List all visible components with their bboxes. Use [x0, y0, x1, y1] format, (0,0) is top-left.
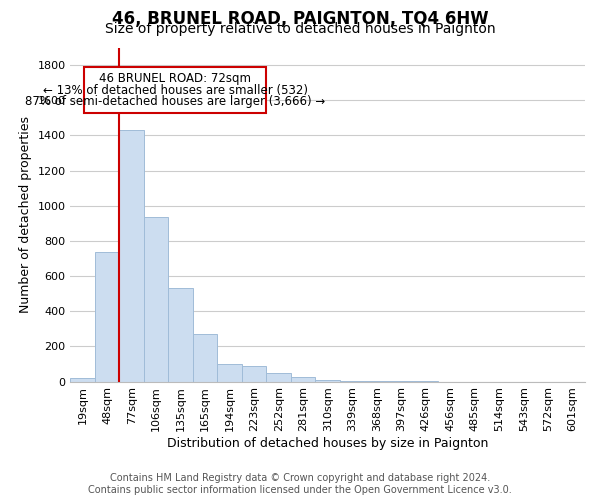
- Bar: [242, 366, 266, 382]
- Text: ← 13% of detached houses are smaller (532): ← 13% of detached houses are smaller (53…: [43, 84, 308, 96]
- Bar: [316, 380, 340, 382]
- Bar: [340, 380, 364, 382]
- Bar: [144, 217, 169, 382]
- Bar: [84, 67, 266, 112]
- Bar: [217, 364, 242, 382]
- Bar: [266, 373, 291, 382]
- Bar: [364, 381, 389, 382]
- Bar: [70, 378, 95, 382]
- Y-axis label: Number of detached properties: Number of detached properties: [19, 116, 32, 313]
- Bar: [95, 252, 119, 382]
- X-axis label: Distribution of detached houses by size in Paignton: Distribution of detached houses by size …: [167, 437, 488, 450]
- Bar: [193, 334, 217, 382]
- Text: Contains HM Land Registry data © Crown copyright and database right 2024.
Contai: Contains HM Land Registry data © Crown c…: [88, 474, 512, 495]
- Bar: [119, 130, 144, 382]
- Bar: [291, 377, 316, 382]
- Text: 46 BRUNEL ROAD: 72sqm: 46 BRUNEL ROAD: 72sqm: [99, 72, 251, 85]
- Bar: [169, 288, 193, 382]
- Text: 87% of semi-detached houses are larger (3,666) →: 87% of semi-detached houses are larger (…: [25, 95, 325, 108]
- Text: 46, BRUNEL ROAD, PAIGNTON, TQ4 6HW: 46, BRUNEL ROAD, PAIGNTON, TQ4 6HW: [112, 10, 488, 28]
- Text: Size of property relative to detached houses in Paignton: Size of property relative to detached ho…: [104, 22, 496, 36]
